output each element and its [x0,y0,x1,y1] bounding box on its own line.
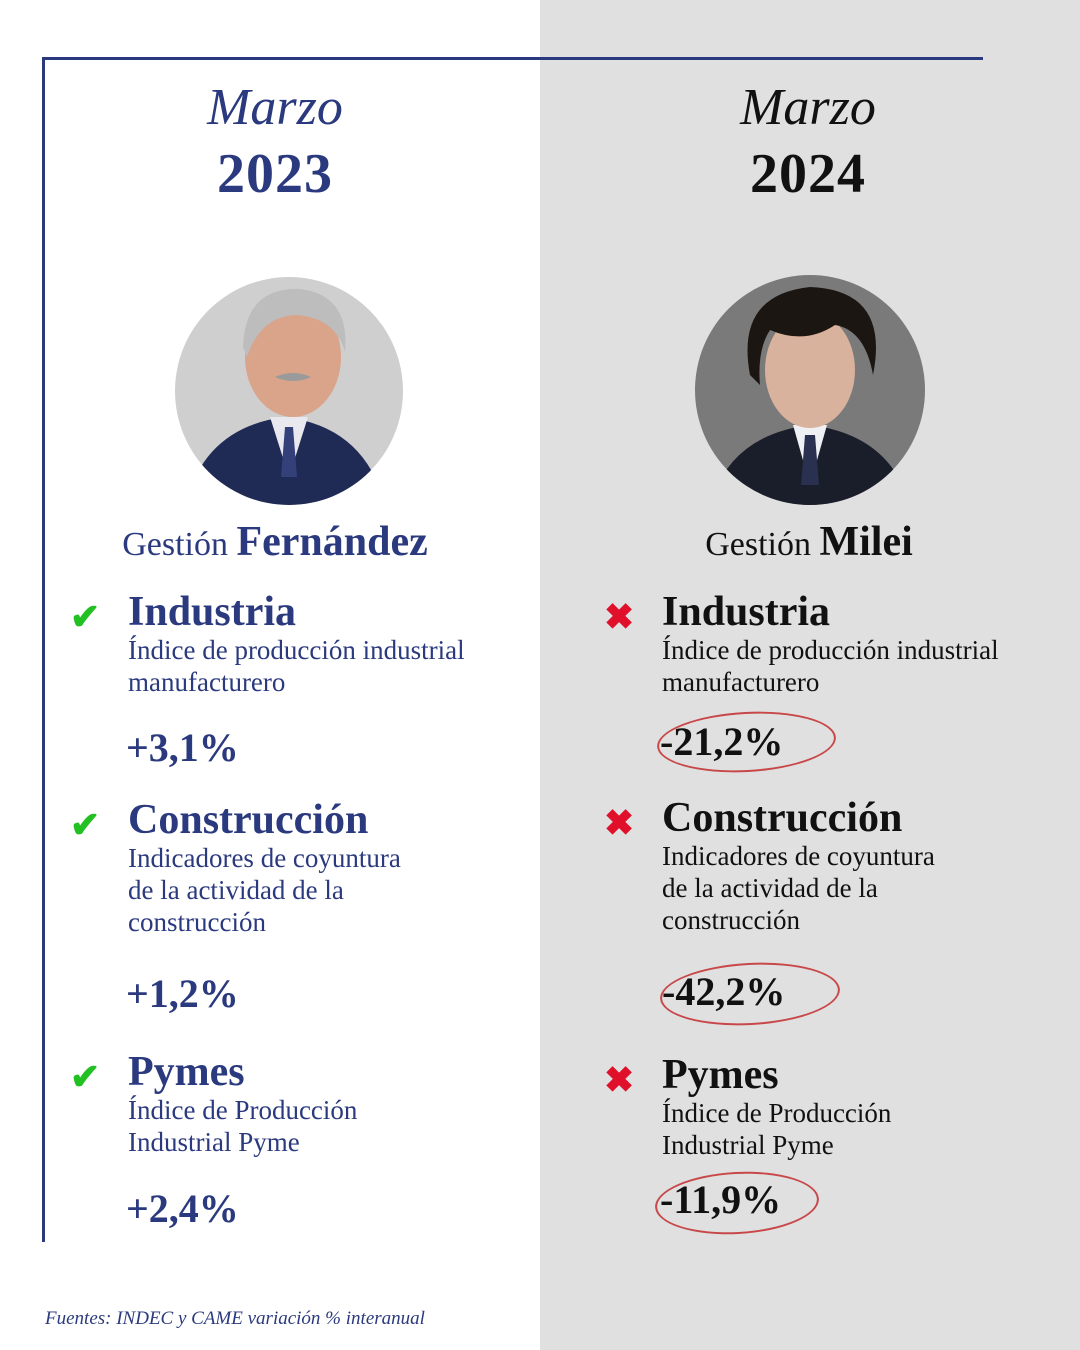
indicator-value: -42,2% [662,969,786,1014]
indicator-title: Pymes [662,1052,779,1098]
sources-footnote: Fuentes: INDEC y CAME variación % intera… [45,1308,425,1329]
indicator-subtitle: manufacturero [128,667,286,697]
indicator-subtitle: construcción [128,907,266,937]
portrait-fernandez [175,277,403,505]
gestion-name: Milei [819,519,913,565]
indicator-title: Industria [128,589,297,635]
check-icon: ✔ [70,805,101,845]
indicator-value: -21,2% [660,719,784,764]
indicator-subtitle: Índice de producción industrial [662,635,999,665]
indicator-subtitle: de la actividad de la [662,873,878,903]
year-label: 2023 [217,143,333,205]
indicator-value: -11,9% [660,1177,782,1222]
cross-icon: ✖ [604,803,635,843]
gestion-label: Gestión Fernández [0,518,550,566]
indicator-value: +3,1% [126,725,239,770]
indicator-subtitle: manufacturero [662,667,820,697]
gestion-label: Gestión Milei [540,518,1078,566]
frame-top-line [42,57,983,60]
indicator-subtitle: Indicadores de coyuntura [128,843,401,873]
indicator-title: Construcción [662,795,903,841]
frame-left-line [42,57,45,1242]
gestion-prefix: Gestión [705,526,811,563]
cross-icon: ✖ [604,597,635,637]
indicator-industria: ✔ Industria Índice de producción industr… [70,589,528,698]
month-label: Marzo [207,79,343,136]
indicator-title: Industria [662,589,831,635]
indicator-industria: ✖ Industria Índice de producción industr… [604,589,1062,698]
indicator-pymes: ✖ Pymes Índice de Producción Industrial … [604,1052,1062,1161]
indicator-title: Pymes [128,1049,245,1095]
indicator-subtitle: Industrial Pyme [662,1130,834,1160]
indicator-value: +2,4% [126,1186,239,1231]
cross-icon: ✖ [604,1060,635,1100]
gestion-prefix: Gestión [122,526,228,563]
right-panel-background [540,0,1080,1350]
indicator-subtitle: Indicadores de coyuntura [662,841,935,871]
check-icon: ✔ [70,1057,101,1097]
column-2023: Marzo 2023 Gestión Fernández ✔ Industria… [70,79,528,1231]
indicator-value: +1,2% [126,971,239,1016]
indicator-subtitle: construcción [662,905,800,935]
month-label: Marzo [740,79,876,136]
indicator-subtitle: de la actividad de la [128,875,344,905]
column-2024: Marzo 2024 Gestión Milei ✖ Industria Índ… [540,0,1080,1350]
indicator-subtitle: Índice de producción industrial [128,635,465,665]
indicator-subtitle: Índice de Producción [662,1098,892,1128]
year-label: 2024 [750,143,866,205]
indicator-construccion: ✖ Construcción Indicadores de coyuntura … [604,795,1062,936]
indicator-title: Construcción [128,797,369,843]
check-icon: ✔ [70,597,101,637]
indicator-subtitle: Industrial Pyme [128,1127,300,1157]
gestion-name: Fernández [236,519,428,565]
indicator-subtitle: Índice de Producción [128,1095,358,1125]
indicator-construccion: ✔ Construcción Indicadores de coyuntura … [70,797,528,938]
portrait-milei [695,275,925,505]
indicator-pymes: ✔ Pymes Índice de Producción Industrial … [70,1049,528,1158]
